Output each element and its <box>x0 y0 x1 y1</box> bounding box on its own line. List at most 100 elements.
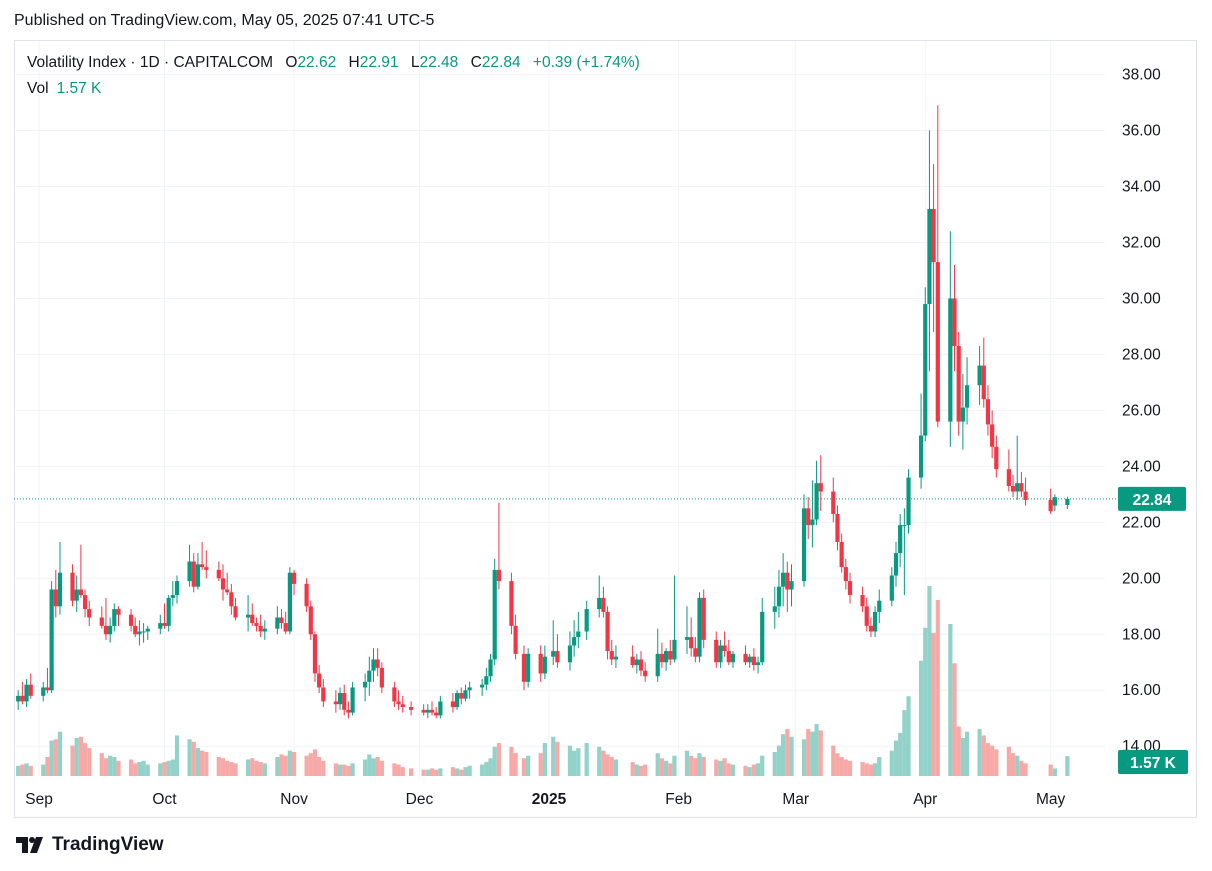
volume-bar <box>145 764 150 776</box>
candle-body <box>818 483 823 492</box>
candle-body <box>638 659 644 671</box>
candle <box>220 564 226 601</box>
candle-body <box>902 525 907 527</box>
candle <box>918 393 924 489</box>
candle <box>956 332 961 436</box>
candle-body <box>141 631 146 633</box>
volume-bar <box>1019 760 1024 776</box>
candle-body <box>509 581 514 626</box>
candle-body <box>346 709 351 713</box>
candle <box>350 681 355 716</box>
volume-legend: Vol 1.57 K <box>27 80 101 98</box>
candle <box>1006 449 1011 492</box>
volume-bar <box>542 743 547 776</box>
volume-bar <box>392 763 397 776</box>
volume-bar <box>317 757 322 776</box>
candle <box>659 642 665 668</box>
volume-bar <box>342 764 347 776</box>
volume-bar <box>287 750 292 776</box>
candle-body <box>99 617 104 626</box>
candle-body <box>434 712 439 716</box>
candle <box>363 673 368 702</box>
volume-bar <box>112 757 117 776</box>
volume-bar <box>898 732 903 776</box>
candle-body <box>216 569 221 579</box>
candle-body <box>116 609 121 615</box>
close-value: 22.84 <box>481 54 521 71</box>
candle-body <box>229 592 234 607</box>
candle-body <box>755 662 761 666</box>
volume-bar <box>312 749 318 776</box>
candle-body <box>985 399 991 425</box>
volume-bar <box>693 758 698 776</box>
volume-bar <box>893 740 899 776</box>
volume-bar <box>45 757 50 776</box>
volume-bar <box>743 765 748 776</box>
candle-body <box>496 569 501 582</box>
volume-bar <box>371 758 376 776</box>
candle-body <box>220 578 226 590</box>
volume-bar <box>776 745 782 776</box>
volume-bar <box>956 726 961 776</box>
volume-bar <box>964 731 970 776</box>
volume-bar <box>718 760 723 776</box>
candle-body <box>785 572 790 590</box>
candle-body <box>576 631 581 638</box>
volume-bar <box>902 710 907 776</box>
candle <box>49 581 54 694</box>
volume-bar <box>814 724 819 776</box>
volume-bar <box>484 762 489 776</box>
volume-bar <box>684 750 690 776</box>
candle <box>225 572 230 596</box>
candle <box>308 600 313 640</box>
volume-bar <box>438 768 443 776</box>
volume-bar <box>74 738 79 776</box>
volume-bar <box>772 751 777 776</box>
candle-body <box>70 572 75 601</box>
candle <box>229 583 234 615</box>
candle <box>1023 477 1028 506</box>
candle <box>785 561 790 612</box>
last-volume-badge <box>1118 750 1188 774</box>
high-value: 22.91 <box>359 54 399 71</box>
candle <box>396 690 401 710</box>
candle <box>174 575 180 604</box>
candle-body <box>112 609 117 626</box>
volume-bar <box>521 758 527 776</box>
tradingview-logo-icon <box>16 837 43 853</box>
candle <box>425 704 430 719</box>
candle <box>551 620 556 666</box>
time-axis[interactable]: Sep Oct Nov Dec 2025 Feb Mar Apr May <box>25 791 1065 808</box>
last-price-label: 22.84 <box>1133 492 1172 509</box>
volume-bar <box>496 743 501 776</box>
price-axis[interactable]: 38.00 36.00 34.00 32.00 30.00 28.00 26.00 24.00… <box>1118 67 1188 774</box>
candle-body <box>927 208 932 305</box>
volume-bar <box>409 768 414 776</box>
candle-body <box>877 600 882 612</box>
price-tick-label: 28.00 <box>1122 346 1161 363</box>
volume-bar <box>977 729 982 776</box>
candle-body <box>760 611 765 663</box>
candle-body <box>551 651 556 657</box>
candle <box>133 617 138 638</box>
candle <box>24 679 29 708</box>
candle-body <box>952 298 957 347</box>
candle <box>333 690 338 713</box>
tradingview-brand[interactable]: TradingView <box>16 834 164 856</box>
candle-body <box>24 684 29 702</box>
candle <box>655 628 660 682</box>
candle-body <box>526 653 531 682</box>
candle-body <box>609 651 614 660</box>
volume-bar <box>262 763 267 776</box>
brand-name: TradingView <box>52 834 164 855</box>
candle-body <box>250 614 255 624</box>
candle-body <box>964 385 970 408</box>
time-tick-label: Nov <box>280 791 308 808</box>
price-tick-label: 34.00 <box>1122 179 1161 196</box>
candle <box>170 581 175 607</box>
candle-body <box>730 653 736 663</box>
candle-body <box>350 687 355 713</box>
candle-body <box>843 567 848 582</box>
candle <box>860 586 865 612</box>
